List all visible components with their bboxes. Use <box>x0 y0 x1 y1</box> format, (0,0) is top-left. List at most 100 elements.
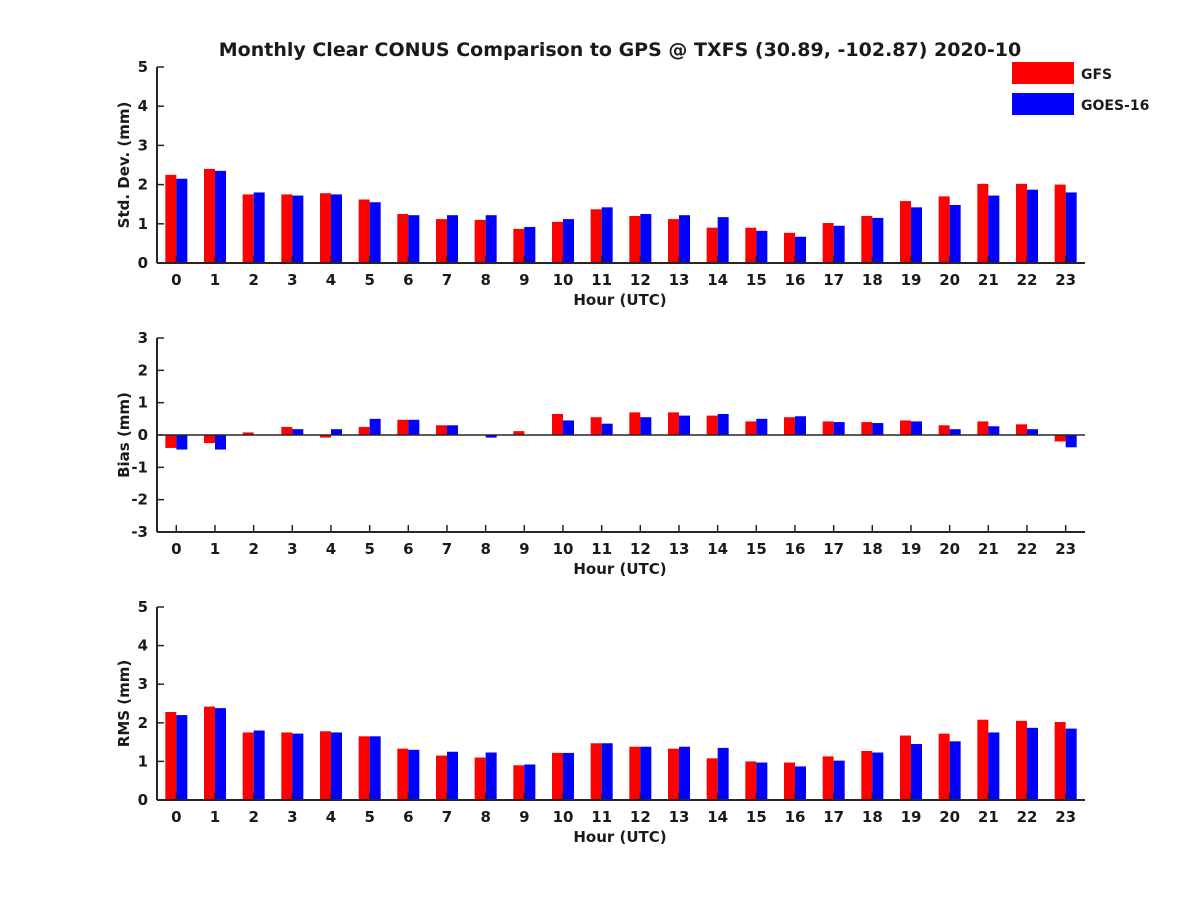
bar-gfs-hour-18 <box>861 750 873 800</box>
y-tick-label: 1 <box>138 394 148 412</box>
bar-gfs-hour-7 <box>436 425 447 435</box>
bar-goes-16-hour-22 <box>1027 189 1038 263</box>
bar-goes-16-hour-4 <box>331 429 342 435</box>
bar-gfs-hour-9 <box>513 228 525 263</box>
bar-gfs-hour-9 <box>513 765 525 800</box>
x-tick-label: 2 <box>248 540 258 558</box>
bar-goes-16-hour-12 <box>640 746 652 800</box>
bar-goes-16-hour-9 <box>524 764 536 800</box>
x-tick-label: 5 <box>364 808 374 826</box>
bar-gfs-hour-12 <box>629 412 641 435</box>
x-axis-label: Hour (UTC) <box>573 560 666 578</box>
x-tick-label: 22 <box>1017 808 1038 826</box>
bar-gfs-hour-4 <box>320 731 331 800</box>
bar-goes-16-hour-5 <box>369 736 381 800</box>
x-tick-label: 2 <box>248 808 258 826</box>
x-tick-label: 9 <box>519 271 529 289</box>
x-tick-label: 16 <box>785 271 806 289</box>
bar-gfs-hour-20 <box>938 425 950 435</box>
bar-gfs-hour-5 <box>358 736 370 800</box>
x-tick-label: 20 <box>939 808 960 826</box>
bar-gfs-hour-3 <box>281 426 293 435</box>
bar-goes-16-hour-20 <box>949 741 961 800</box>
y-tick-label: 0 <box>138 426 148 444</box>
x-tick-label: 10 <box>553 271 574 289</box>
x-tick-label: 23 <box>1055 540 1076 558</box>
bar-goes-16-hour-8 <box>485 215 497 263</box>
bar-goes-16-hour-3 <box>292 733 304 800</box>
x-tick-label: 10 <box>553 808 574 826</box>
y-tick-label: 4 <box>138 97 148 115</box>
bar-gfs-hour-8 <box>474 757 486 800</box>
x-tick-label: 0 <box>171 540 181 558</box>
x-tick-label: 1 <box>210 271 220 289</box>
x-tick-label: 5 <box>364 271 374 289</box>
y-tick-label: 5 <box>138 58 148 76</box>
bar-gfs-hour-10 <box>552 413 563 435</box>
x-tick-label: 10 <box>553 540 574 558</box>
bar-gfs-hour-13 <box>668 748 679 800</box>
bar-goes-16-hour-12 <box>640 417 652 435</box>
y-tick-label: 5 <box>138 598 148 616</box>
x-tick-label: 13 <box>669 271 690 289</box>
bar-gfs-hour-11 <box>590 417 602 435</box>
bar-goes-16-hour-15 <box>756 418 768 435</box>
bar-gfs-hour-17 <box>822 756 834 800</box>
bar-goes-16-hour-1 <box>215 708 226 800</box>
bar-goes-16-hour-20 <box>949 429 961 435</box>
x-tick-label: 12 <box>630 271 651 289</box>
bar-goes-16-hour-23 <box>1065 192 1077 263</box>
bar-gfs-hour-22 <box>1016 424 1027 435</box>
x-tick-label: 9 <box>519 808 529 826</box>
x-tick-label: 22 <box>1017 540 1038 558</box>
y-tick-label: 0 <box>138 791 148 809</box>
bar-goes-16-hour-2 <box>253 730 265 800</box>
bar-gfs-hour-22 <box>1016 720 1027 800</box>
bar-gfs-hour-2 <box>242 194 254 263</box>
x-tick-label: 0 <box>171 808 181 826</box>
x-tick-label: 19 <box>901 540 922 558</box>
bar-gfs-hour-7 <box>436 219 447 263</box>
bar-gfs-hour-2 <box>242 432 254 435</box>
bar-gfs-hour-1 <box>204 435 215 444</box>
x-tick-label: 20 <box>939 540 960 558</box>
bar-goes-16-hour-14 <box>717 413 729 435</box>
bar-goes-16-hour-2 <box>253 192 265 263</box>
x-tick-label: 11 <box>591 808 612 826</box>
y-tick-label: -2 <box>131 491 148 509</box>
y-tick-label: -1 <box>131 458 148 476</box>
bar-goes-16-hour-0 <box>176 715 188 800</box>
bar-goes-16-hour-21 <box>988 195 1000 263</box>
bar-goes-16-hour-15 <box>756 230 768 263</box>
bar-gfs-hour-14 <box>706 758 718 800</box>
bar-goes-16-hour-16 <box>795 416 806 435</box>
x-tick-label: 1 <box>210 808 220 826</box>
bar-gfs-hour-0 <box>165 174 177 263</box>
x-tick-label: 9 <box>519 540 529 558</box>
bar-goes-16-hour-5 <box>369 202 381 263</box>
x-axis-label: Hour (UTC) <box>573 291 666 309</box>
bar-gfs-hour-14 <box>706 415 718 435</box>
bar-goes-16-hour-0 <box>176 178 188 263</box>
bar-gfs-hour-11 <box>590 743 602 800</box>
x-tick-label: 19 <box>901 808 922 826</box>
bar-gfs-hour-19 <box>900 201 911 263</box>
bar-gfs-hour-1 <box>204 706 215 800</box>
x-tick-label: 5 <box>364 540 374 558</box>
x-tick-label: 22 <box>1017 271 1038 289</box>
x-tick-label: 1 <box>210 540 220 558</box>
x-tick-label: 3 <box>287 271 297 289</box>
x-tick-label: 8 <box>480 271 490 289</box>
bar-gfs-hour-18 <box>861 422 873 435</box>
x-tick-label: 8 <box>480 540 490 558</box>
bar-gfs-hour-23 <box>1054 435 1066 442</box>
bar-gfs-hour-3 <box>281 194 293 263</box>
x-tick-label: 18 <box>862 808 883 826</box>
y-axis-label: Std. Dev. (mm) <box>115 102 133 229</box>
bar-goes-16-hour-12 <box>640 214 652 263</box>
x-tick-label: 0 <box>171 271 181 289</box>
bar-goes-16-hour-4 <box>331 194 342 263</box>
bar-goes-16-hour-6 <box>408 215 420 263</box>
